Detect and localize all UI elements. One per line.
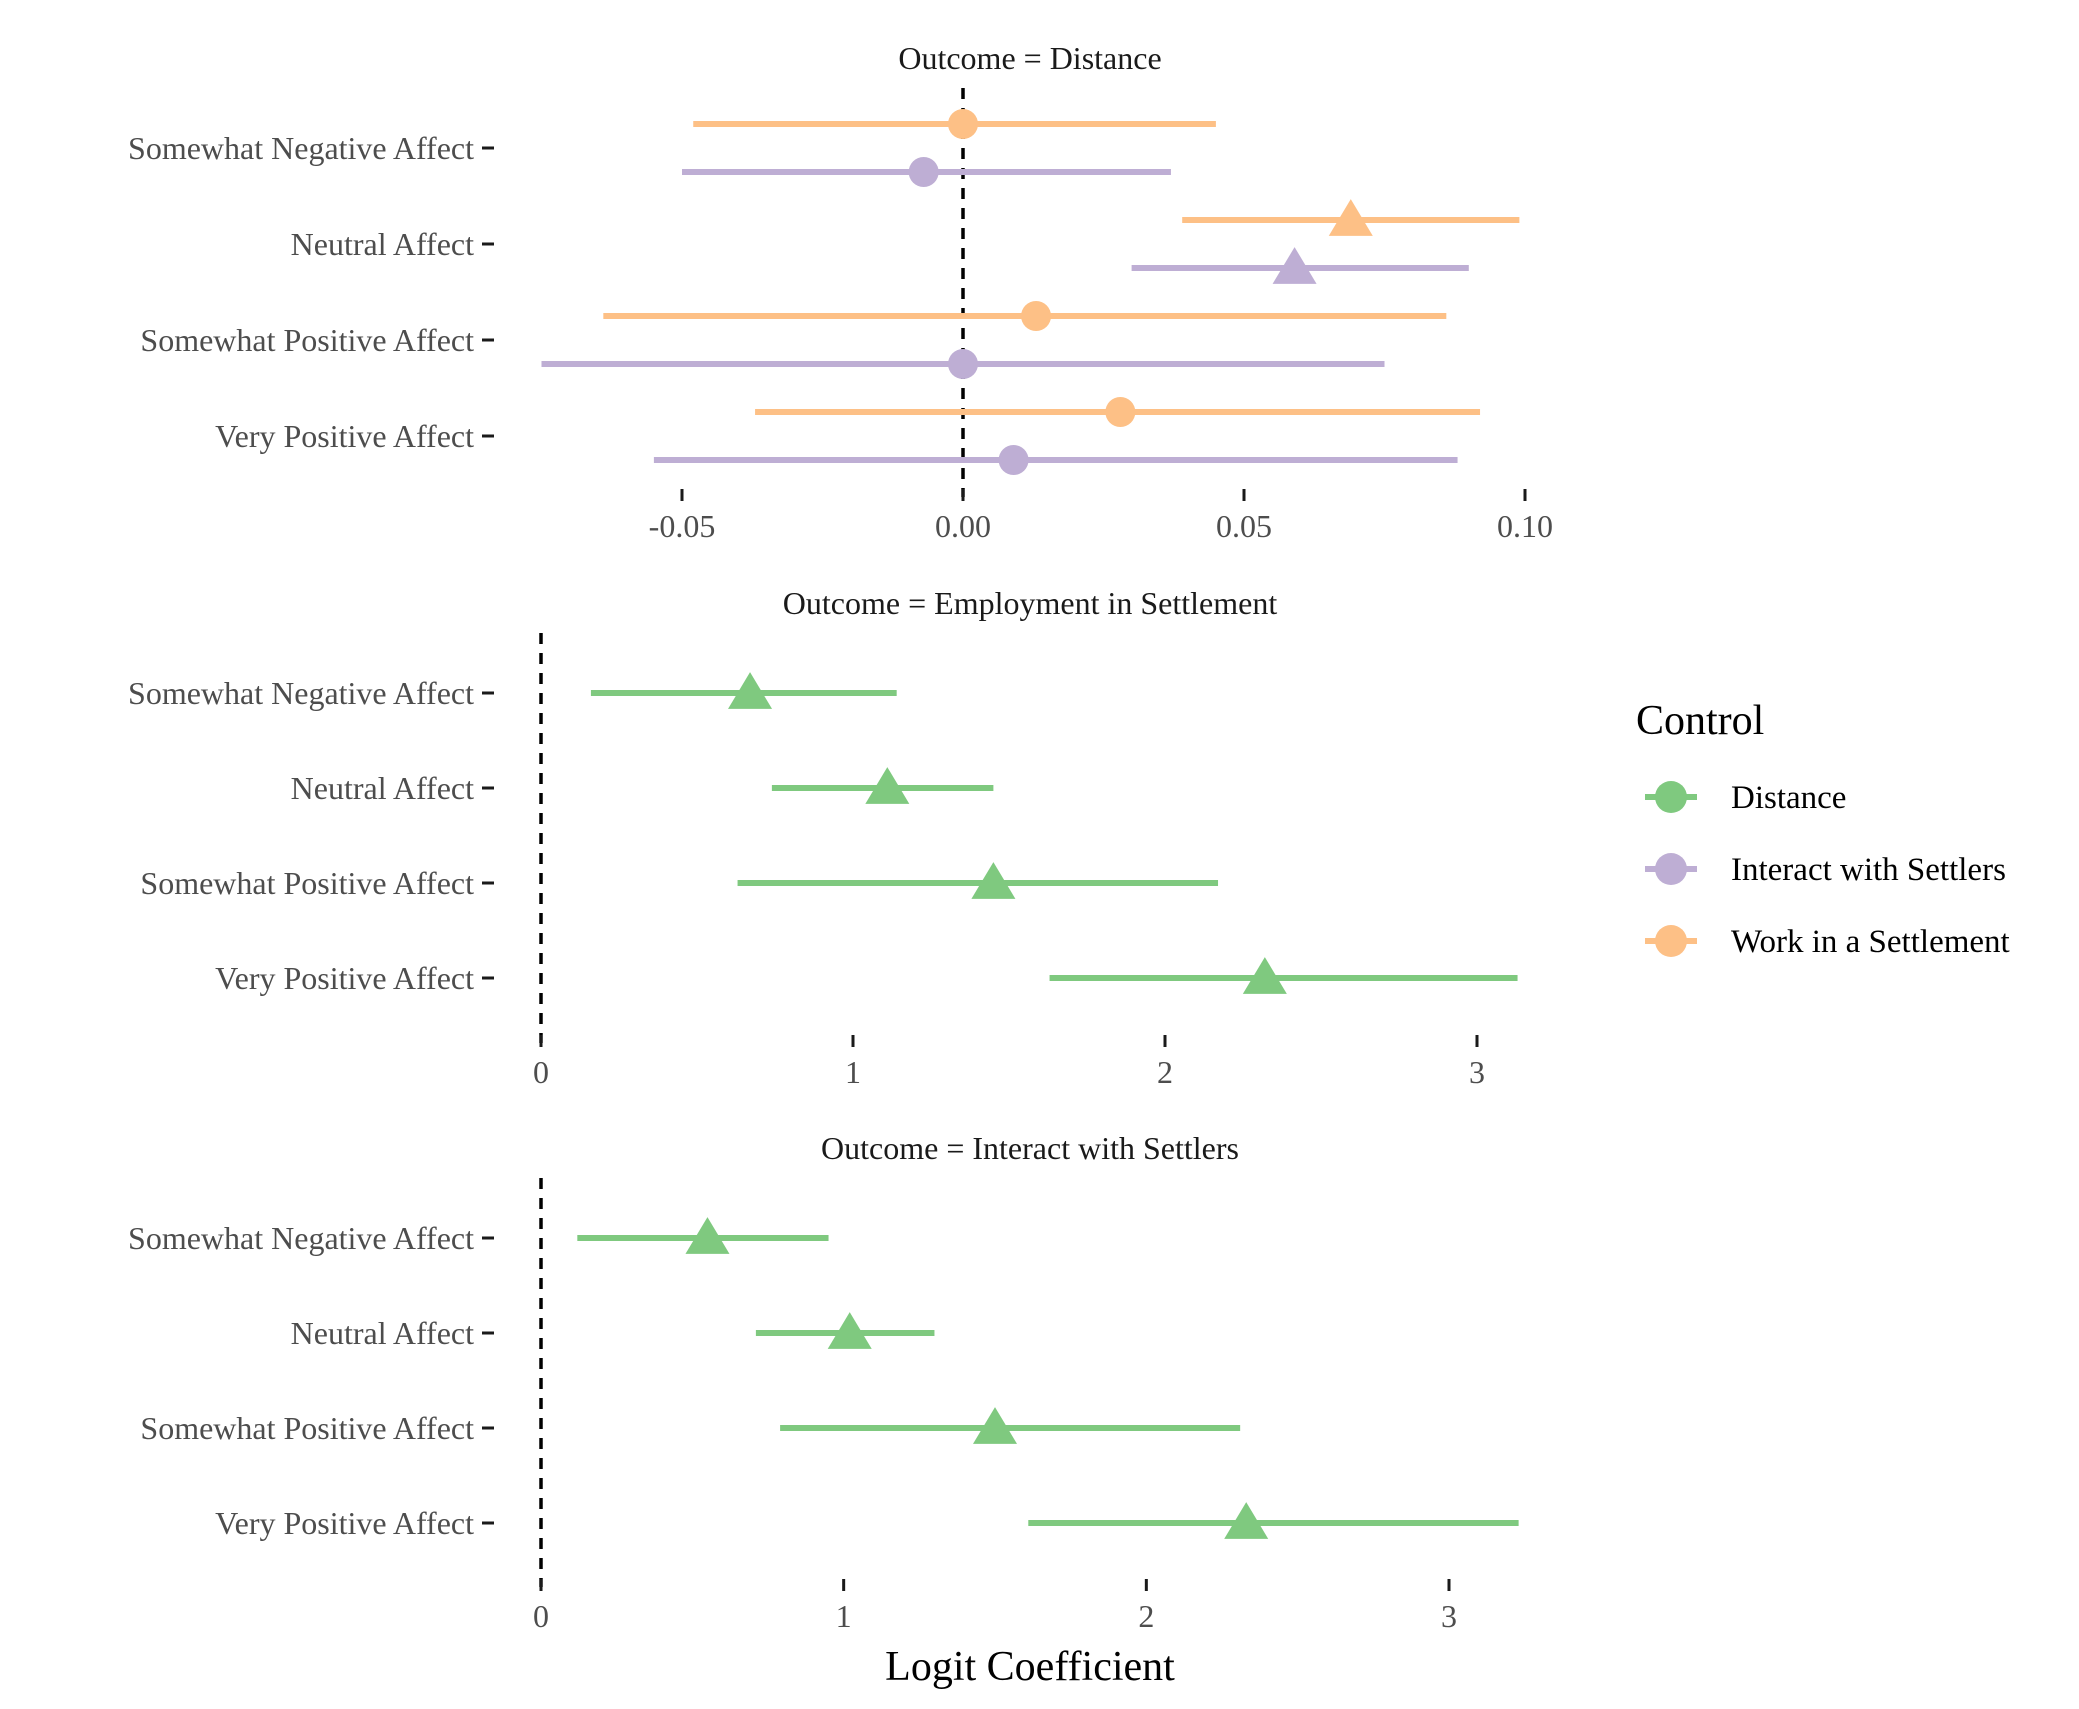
category-label: Very Positive Affect (215, 1505, 474, 1541)
legend-label: Interact with Settlers (1731, 852, 2006, 888)
point-estimate-triangle (827, 1312, 872, 1349)
panel-title: Outcome = Distance (898, 40, 1161, 76)
x-tick-label: 0.05 (1216, 508, 1272, 544)
x-tick-label: 0.10 (1497, 508, 1553, 544)
category-label: Somewhat Positive Affect (140, 865, 474, 901)
point-estimate-triangle (973, 1407, 1017, 1444)
point-estimate-circle (998, 445, 1029, 475)
x-tick-label: 2 (1138, 1598, 1154, 1634)
category-label: Somewhat Negative Affect (128, 130, 474, 166)
legend: Control Distance Interact with Settlers Wor… (1636, 698, 2010, 960)
category-label: Very Positive Affect (215, 418, 474, 454)
x-tick-label: 1 (836, 1598, 852, 1634)
category-label: Neutral Affect (291, 1315, 474, 1351)
legend-key-marker (1655, 781, 1687, 813)
category-label: Somewhat Negative Affect (128, 675, 474, 711)
point-estimate-triangle (865, 767, 910, 804)
point-estimate-circle (948, 109, 978, 139)
x-axis-title: Logit Coefficient (885, 1644, 1175, 1690)
category-label: Somewhat Negative Affect (128, 1220, 474, 1256)
panel-title: Outcome = Employment in Settlement (783, 585, 1278, 621)
point-estimate-triangle (1242, 957, 1287, 994)
legend-label: Work in a Settlement (1731, 924, 2010, 960)
point-estimate-circle (1105, 397, 1136, 427)
x-tick-label: -0.05 (649, 508, 716, 544)
category-label: Somewhat Positive Affect (140, 1410, 474, 1446)
legend-label: Distance (1731, 780, 1846, 816)
point-estimate-triangle (728, 672, 773, 709)
point-estimate-circle (908, 157, 939, 187)
panel-title: Outcome = Interact with Settlers (821, 1130, 1239, 1166)
category-label: Very Positive Affect (215, 960, 474, 996)
x-tick-label: 0 (533, 1054, 549, 1090)
category-label: Somewhat Positive Affect (140, 322, 474, 358)
x-tick-label: 2 (1157, 1054, 1173, 1090)
point-estimate-triangle (685, 1217, 730, 1254)
category-label: Neutral Affect (291, 770, 474, 806)
panel-2: Outcome = Employment in Settlement Somewh… (128, 585, 1518, 1090)
legend-title: Control (1636, 698, 1764, 744)
x-tick-label: 0.00 (935, 508, 991, 544)
panel-1: Outcome = Distance Somewhat Negative Affe… (128, 40, 1553, 544)
x-tick-label: 0 (533, 1598, 549, 1634)
x-tick-label: 3 (1469, 1054, 1485, 1090)
point-estimate-triangle (1272, 247, 1317, 284)
legend-key-marker (1655, 853, 1687, 885)
legend-key-marker (1655, 925, 1687, 957)
x-tick-label: 3 (1441, 1598, 1457, 1634)
point-estimate-triangle (1224, 1502, 1269, 1539)
point-estimate-circle (948, 349, 978, 379)
category-label: Neutral Affect (291, 226, 474, 262)
panel-3: Outcome = Interact with Settlers Somewhat… (128, 1130, 1519, 1690)
point-estimate-circle (1021, 301, 1052, 331)
point-estimate-triangle (1328, 199, 1373, 236)
x-tick-label: 1 (845, 1054, 861, 1090)
point-estimate-triangle (971, 862, 1016, 899)
